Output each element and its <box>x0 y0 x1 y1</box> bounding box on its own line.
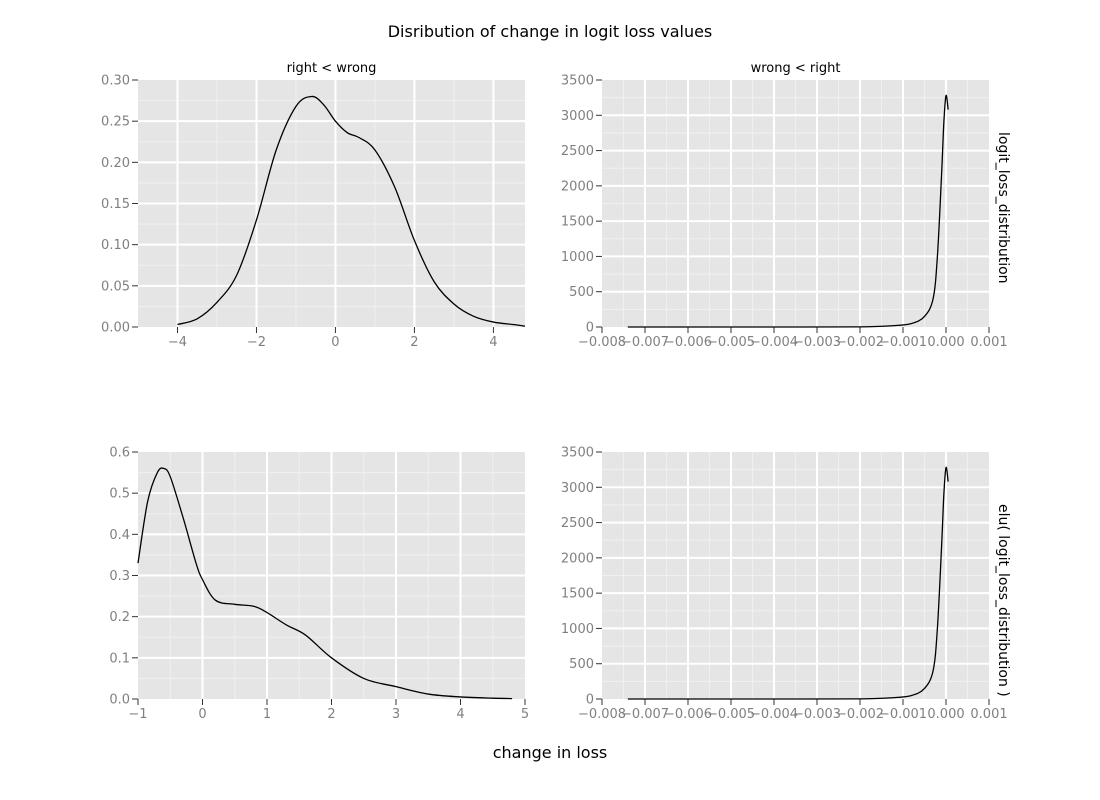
x-axis-label: change in loss <box>492 743 608 762</box>
x-tick-label: −0.007 <box>621 707 669 722</box>
y-tick-label: 0.25 <box>101 115 130 130</box>
x-tick-label: −0.006 <box>664 335 712 350</box>
y-tick-label: 0.30 <box>101 74 130 89</box>
y-tick-label: 0.5 <box>109 487 130 502</box>
y-tick-label: 3000 <box>561 109 594 124</box>
x-tick-label: −0.003 <box>793 707 841 722</box>
x-tick-label: −4 <box>168 335 187 350</box>
panel-1: 0.00 0.05 0.10 0.15 0.20 0.25 0.30 −4 −2 0 2 4 right… <box>101 61 526 350</box>
y-tick-label: 1500 <box>561 587 594 602</box>
x-tick-label: −0.007 <box>621 335 669 350</box>
x-tick-label: 0 <box>198 707 206 722</box>
x-tick-label: 1 <box>263 707 271 722</box>
facet-row-label: elu( logit_loss_distribution ) <box>995 504 1011 697</box>
x-tick-label: −0.004 <box>750 335 798 350</box>
chart-title: Disribution of change in logit loss valu… <box>387 22 713 41</box>
x-tick-label: 0.000 <box>927 707 964 722</box>
x-tick-label: −0.008 <box>578 707 626 722</box>
y-tick-label: 0.1 <box>109 651 130 666</box>
panel-4: 0 500 1000 1500 2000 2500 3000 3500 −0.008−0.007… <box>561 446 1011 723</box>
y-tick-label: 1500 <box>561 215 594 230</box>
facet-row-label: logit_loss_distribution <box>995 132 1011 284</box>
y-tick-label: 0.10 <box>101 238 130 253</box>
density-line <box>137 467 513 700</box>
x-tick-label: 3 <box>392 707 400 722</box>
y-tick-label: 0.6 <box>109 446 130 461</box>
x-tick-label: 4 <box>456 707 464 722</box>
y-tick-label: 0.15 <box>101 197 130 212</box>
x-tick-label: −2 <box>247 335 266 350</box>
x-tick-label: −0.001 <box>879 335 927 350</box>
x-tick-label: −0.006 <box>664 707 712 722</box>
x-tick-label: −0.002 <box>836 335 884 350</box>
y-tick-label: 2000 <box>561 179 594 194</box>
y-tick-label: 0.00 <box>101 321 130 336</box>
y-tick-label: 2000 <box>561 551 594 566</box>
y-tick-label: 500 <box>569 657 594 672</box>
x-tick-label: −1 <box>128 707 147 722</box>
x-tick-label: 0.001 <box>970 707 1007 722</box>
x-tick-label: 4 <box>489 335 497 350</box>
x-tick-label: 0 <box>331 335 339 350</box>
x-tick-label: −0.001 <box>879 707 927 722</box>
x-tick-label: −0.008 <box>578 335 626 350</box>
y-tick-label: 2500 <box>561 516 594 531</box>
x-tick-label: 5 <box>521 707 529 722</box>
density-line <box>177 95 526 327</box>
density-line <box>627 94 949 328</box>
y-tick-label: 0.0 <box>109 693 130 708</box>
x-tick-label: −0.005 <box>707 335 755 350</box>
density-line <box>627 466 949 700</box>
y-tick-label: 0.05 <box>101 279 130 294</box>
y-tick-label: 0.3 <box>109 569 130 584</box>
y-tick-label: 0.2 <box>109 610 130 625</box>
facet-column-label: right < wrong <box>287 61 377 76</box>
y-tick-label: 2500 <box>561 144 594 159</box>
y-tick-label: 0 <box>586 321 594 336</box>
y-tick-label: 500 <box>569 285 594 300</box>
x-tick-label: −0.002 <box>836 707 884 722</box>
y-tick-label: 3500 <box>561 446 594 461</box>
x-tick-label: 0.000 <box>927 335 964 350</box>
y-tick-label: 0 <box>586 693 594 708</box>
y-tick-label: 1000 <box>561 250 594 265</box>
panel-3: 0.0 0.1 0.2 0.3 0.4 0.5 0.6 −1 0 1 2 3 4 5 <box>109 446 529 723</box>
x-tick-label: 0.001 <box>970 335 1007 350</box>
y-tick-label: 0.4 <box>109 528 130 543</box>
y-tick-label: 0.20 <box>101 156 130 171</box>
y-tick-label: 3000 <box>561 481 594 496</box>
x-tick-label: 2 <box>327 707 335 722</box>
x-tick-label: 2 <box>410 335 418 350</box>
y-tick-label: 3500 <box>561 74 594 89</box>
x-tick-label: −0.005 <box>707 707 755 722</box>
x-tick-label: −0.003 <box>793 335 841 350</box>
y-tick-label: 1000 <box>561 622 594 637</box>
facet-column-label: wrong < right <box>751 61 841 76</box>
x-tick-label: −0.004 <box>750 707 798 722</box>
panel-2: 0 500 1000 1500 2000 2500 3000 3500 −0.008−0.007… <box>561 61 1011 350</box>
